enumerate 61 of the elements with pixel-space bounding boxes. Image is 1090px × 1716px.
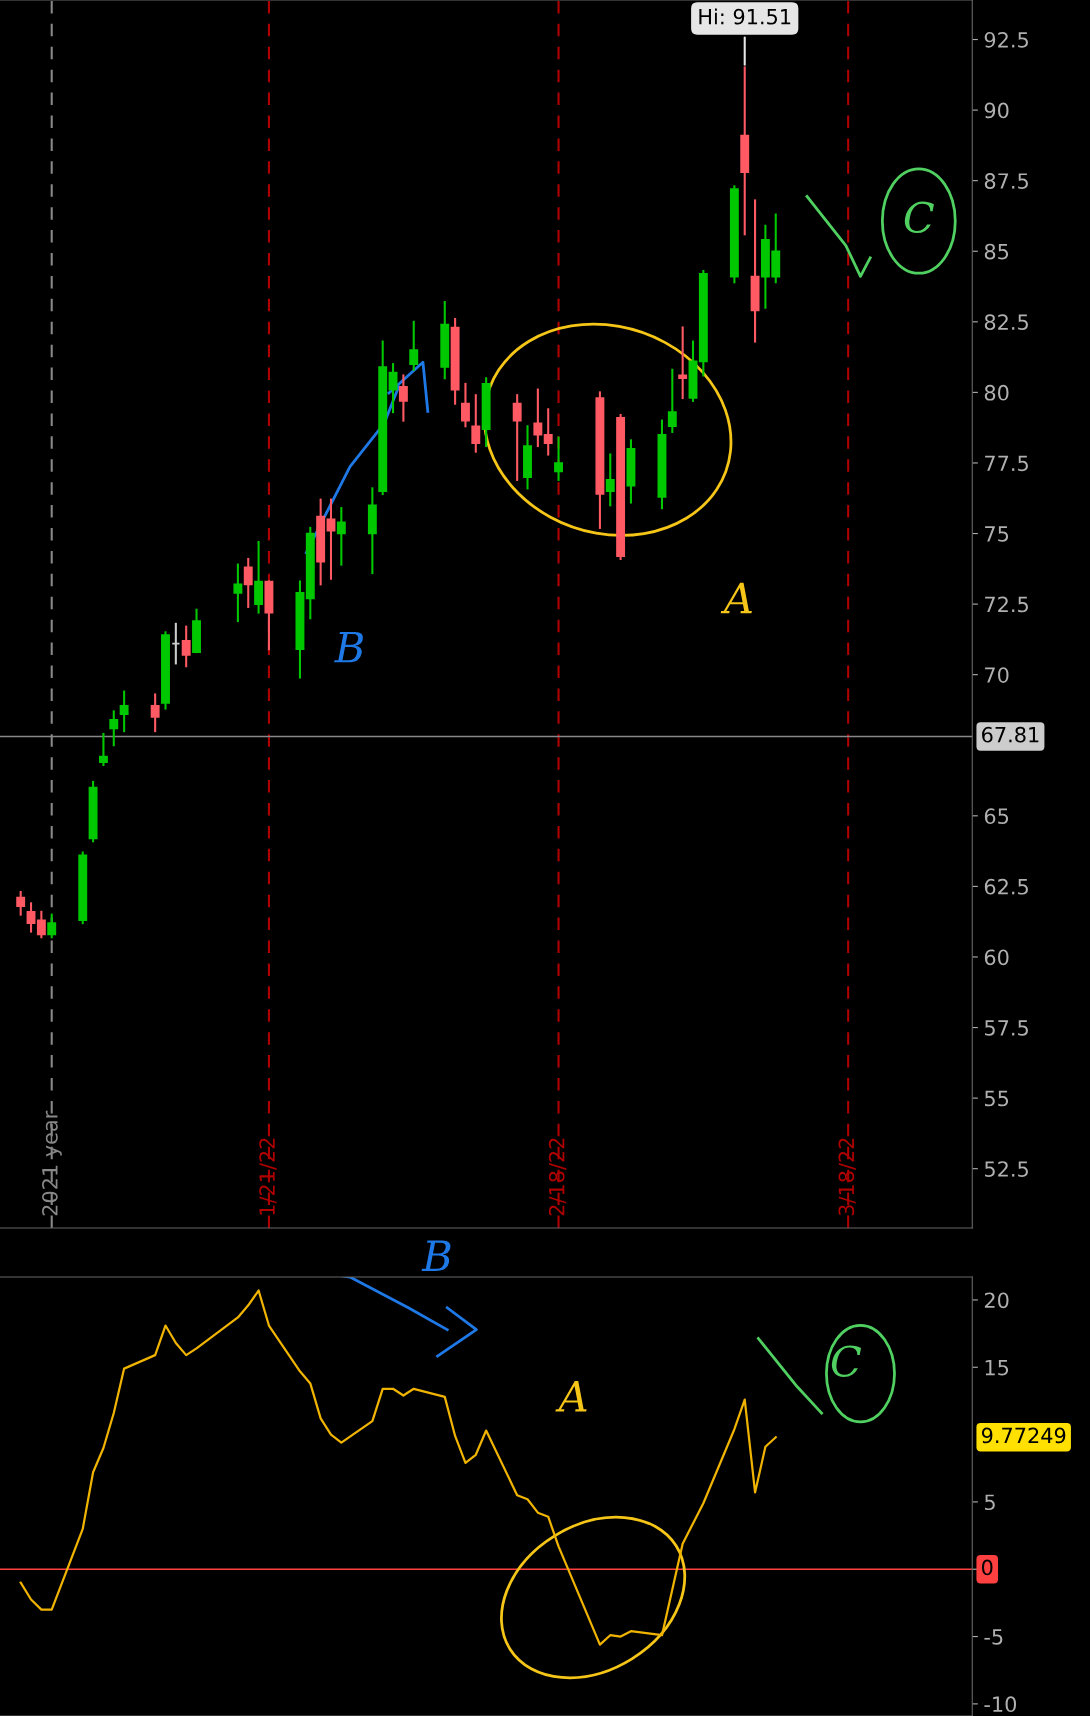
y-tick-label: 90 [984, 102, 1009, 119]
candlestick [233, 563, 243, 623]
y-tick-label: -5 [984, 1629, 1003, 1645]
candlestick [512, 394, 522, 481]
candlestick [398, 374, 408, 422]
candlestick [471, 394, 481, 453]
candlestick [16, 891, 26, 916]
y-tick-label: 75 [985, 526, 1009, 542]
annotation: C [831, 1345, 862, 1377]
candlestick [388, 363, 398, 414]
y-tick-label: -10 [984, 1696, 1017, 1713]
y-tick-label: 77.5 [985, 455, 1028, 472]
candlestick [47, 913, 57, 939]
candlestick [243, 557, 253, 608]
y-tick-label: 55 [985, 1090, 1009, 1107]
annotation: A [720, 582, 752, 614]
y-tick-label: 57.5 [985, 1020, 1028, 1036]
y-tick-label: 70 [985, 667, 1009, 683]
candlestick [554, 436, 563, 481]
text: 9.77249 [981, 1427, 1066, 1444]
candlestick [26, 902, 36, 933]
candlestick [533, 388, 543, 448]
annotation: C [904, 201, 934, 234]
y-tick-label: 62.5 [984, 878, 1028, 895]
ref-line-label: 67.81 [982, 726, 1039, 743]
candlestick [543, 408, 553, 456]
candlestick [336, 507, 346, 566]
x-tick-label: 1/21/22 [259, 1138, 277, 1215]
y-tick-label: 80 [984, 384, 1009, 401]
line-series [19, 1289, 777, 1646]
annotation: B [334, 631, 363, 663]
y-tick-label: 82.5 [984, 314, 1028, 331]
y-tick-label: 20 [984, 1292, 1009, 1309]
y-tick-label: 52.5 [985, 1161, 1028, 1177]
y-tick-label: 85 [984, 243, 1009, 260]
annotation: A [555, 1381, 587, 1412]
y-tick-label: 65 [984, 808, 1009, 825]
candlestick [181, 625, 191, 668]
x-tick-label: 3/18/22 [838, 1138, 856, 1216]
candlestick [605, 453, 615, 507]
y-tick-label: 72.5 [985, 596, 1028, 613]
candlestick [409, 320, 419, 371]
text: B [421, 1240, 451, 1271]
y-tick-label: 60 [984, 949, 1009, 966]
candlestick [460, 382, 470, 428]
y-tick-label: 5 [985, 1494, 995, 1511]
candlestick [109, 710, 119, 747]
candlestick [98, 732, 108, 767]
candlestick [254, 540, 264, 614]
candlestick [678, 326, 688, 400]
annotation: Hi: 91.51 [699, 8, 791, 25]
candlestick [150, 693, 160, 733]
x-tick-label: 2/18/22 [548, 1138, 567, 1216]
candlestick [36, 910, 46, 939]
ref-line-label: 0 [981, 1559, 993, 1576]
y-tick-label: 92.5 [984, 31, 1028, 48]
candlestick [667, 368, 677, 433]
candlestick [326, 498, 336, 580]
y-tick-label: 87.5 [984, 173, 1028, 189]
candlestick [119, 690, 129, 733]
y-tick-label: 15 [985, 1359, 1009, 1376]
